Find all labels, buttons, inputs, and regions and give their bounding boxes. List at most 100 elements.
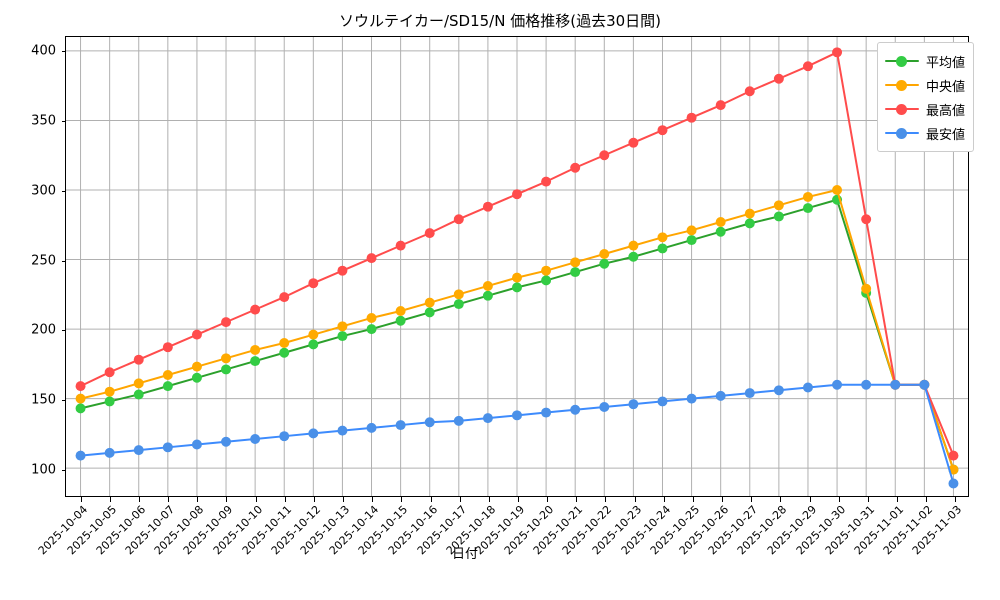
data-point [919,379,930,390]
data-series-layer [75,47,959,489]
y-tick-label: 300 [31,183,56,199]
data-point [861,283,872,294]
x-tick-mark [459,497,461,502]
x-tick-mark [401,497,403,502]
data-point [162,381,173,392]
data-point [657,232,668,243]
data-point [628,399,639,410]
data-point [832,47,843,58]
legend-swatch-icon [885,102,919,116]
data-point [541,275,552,286]
data-point [250,304,261,315]
y-tick-mark [61,50,66,52]
data-point [773,73,784,84]
data-point [395,306,406,316]
x-tick-mark [809,497,811,502]
data-point [715,100,726,111]
data-point [366,312,377,323]
data-point [802,203,813,214]
data-point [162,442,173,453]
series-2 [75,47,959,461]
legend-item-label: 最高値 [926,103,966,119]
data-point [715,226,726,237]
x-tick-mark [897,497,899,502]
x-tick-mark [109,497,111,502]
data-point [221,353,232,364]
data-point [75,450,86,461]
data-point [424,228,435,239]
x-tick-mark [197,497,199,502]
data-point [482,290,493,301]
data-point [104,447,115,458]
y-tick-label: 150 [31,392,56,408]
data-point [424,417,435,428]
x-tick-mark [138,497,140,502]
data-point [191,361,202,372]
x-tick-mark [547,497,549,502]
y-tick-label: 400 [31,43,56,59]
data-point [773,385,784,396]
data-point [832,185,843,195]
data-point [191,439,202,450]
legend-item-2[interactable]: 最高値 [885,97,965,121]
x-tick-mark [284,497,286,502]
data-point [104,367,115,378]
data-point [104,386,115,397]
y-tick-label: 200 [31,322,56,338]
data-point [279,431,290,442]
data-point [395,315,406,326]
x-tick-mark [955,497,957,502]
data-point [395,240,406,251]
x-tick-mark [867,497,869,502]
data-point [744,86,755,97]
data-point [482,413,493,424]
data-point [570,162,581,173]
data-point [221,317,232,328]
legend-item-0[interactable]: 平均値 [885,49,965,73]
legend-item-1[interactable]: 中央値 [885,73,965,97]
data-point [512,272,522,283]
x-tick-mark [605,497,607,502]
data-point [75,393,86,404]
data-point [250,356,261,367]
data-point [948,450,959,461]
data-point [570,404,581,415]
data-point [337,331,348,342]
legend-swatch-icon [885,78,919,92]
data-point [657,125,668,136]
x-tick-mark [780,497,782,502]
data-point [191,372,202,383]
data-point [599,402,610,412]
data-point [802,191,813,202]
data-point [250,433,261,444]
data-point [686,393,697,404]
data-point [482,280,493,291]
data-point [337,265,348,276]
data-point [744,208,755,219]
y-tick-mark [61,190,66,192]
y-tick-label: 350 [31,113,56,129]
data-point [424,297,435,308]
data-point [861,214,872,225]
y-tick-label: 250 [31,253,56,268]
data-point [657,243,668,254]
x-tick-mark [838,497,840,502]
data-point [308,428,319,439]
data-point [890,379,901,390]
y-tick-mark [61,330,66,332]
data-point [453,415,464,426]
x-tick-mark [430,497,432,502]
legend-item-3[interactable]: 最安値 [885,121,965,145]
x-tick-mark [372,497,374,502]
data-point [599,258,610,269]
data-point [366,324,377,335]
legend-item-label: 中央値 [926,79,966,95]
legend-swatch-icon [885,126,919,140]
data-point [133,445,144,456]
data-point [337,425,348,436]
data-point [308,278,319,289]
data-point [75,403,86,414]
data-point [686,235,697,246]
data-point [250,344,261,355]
data-point [744,218,755,229]
